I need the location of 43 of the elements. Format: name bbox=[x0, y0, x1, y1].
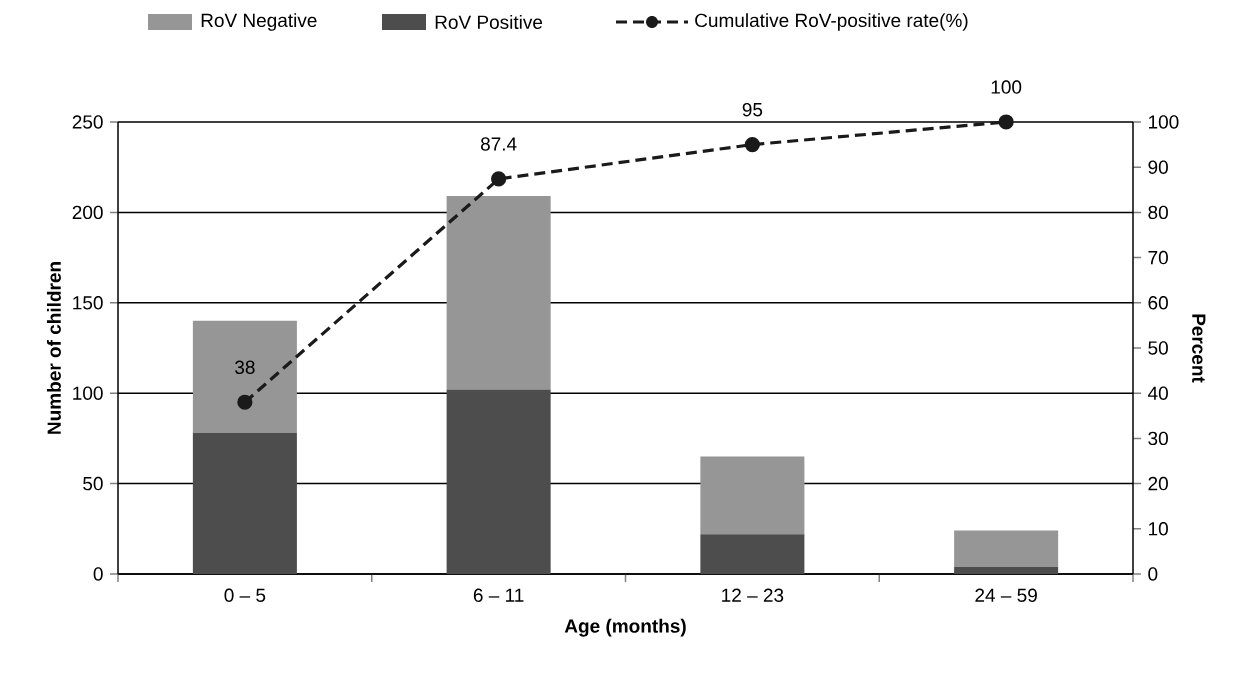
data-label: 95 bbox=[742, 102, 763, 117]
y-tick-label: 200 bbox=[72, 205, 103, 220]
y-tick-label: 100 bbox=[73, 386, 103, 400]
point bbox=[998, 114, 1014, 130]
y-tick-label: 150 bbox=[73, 296, 103, 310]
point bbox=[744, 136, 760, 153]
point bbox=[491, 171, 507, 187]
y2-tick-label: 20 bbox=[1148, 476, 1168, 491]
bar bbox=[700, 456, 805, 535]
bar bbox=[192, 432, 297, 574]
bar bbox=[700, 534, 805, 574]
bar bbox=[446, 196, 551, 390]
y-axis-title: Number of children bbox=[46, 262, 61, 434]
y2-tick-label: 10 bbox=[1148, 522, 1168, 536]
y2-tick-label: 100 bbox=[1148, 115, 1179, 129]
data-label: 87.4 bbox=[480, 137, 517, 151]
y2-tick-label: 50 bbox=[1148, 341, 1168, 355]
bar bbox=[954, 530, 1059, 567]
bar bbox=[446, 389, 551, 574]
x-tick-label: 12 – 23 bbox=[722, 588, 784, 602]
y-tick-label: 0 bbox=[93, 567, 103, 581]
x-tick-label: 24 – 59 bbox=[975, 588, 1037, 602]
x-tick-label: 0 – 5 bbox=[224, 588, 266, 602]
point bbox=[237, 394, 253, 410]
x-axis-title: Age (months) bbox=[564, 618, 686, 637]
y-tick-label: 250 bbox=[72, 115, 103, 129]
legend-label: RoV Negative bbox=[201, 13, 317, 31]
legend-label: Cumulative RoV-positive rate(%) bbox=[695, 13, 968, 31]
y2-tick-label: 80 bbox=[1148, 205, 1168, 220]
x-tick-label: 6 – 11 bbox=[473, 588, 524, 602]
data-label: 100 bbox=[991, 80, 1022, 94]
bar bbox=[192, 320, 297, 433]
y2-tick-label: 90 bbox=[1148, 160, 1168, 174]
data-label: 38 bbox=[235, 360, 255, 375]
y2-tick-label: 40 bbox=[1147, 386, 1168, 400]
bar bbox=[954, 566, 1059, 574]
y2-tick-label: 30 bbox=[1148, 431, 1168, 446]
y-tick-label: 50 bbox=[83, 476, 103, 491]
y2-axis-title: Percent bbox=[1192, 314, 1206, 383]
y2-tick-label: 70 bbox=[1148, 250, 1168, 265]
y2-tick-label: 60 bbox=[1148, 296, 1168, 310]
y2-tick-label: 0 bbox=[1148, 567, 1158, 581]
legend-label: RoV Positive bbox=[435, 15, 543, 29]
